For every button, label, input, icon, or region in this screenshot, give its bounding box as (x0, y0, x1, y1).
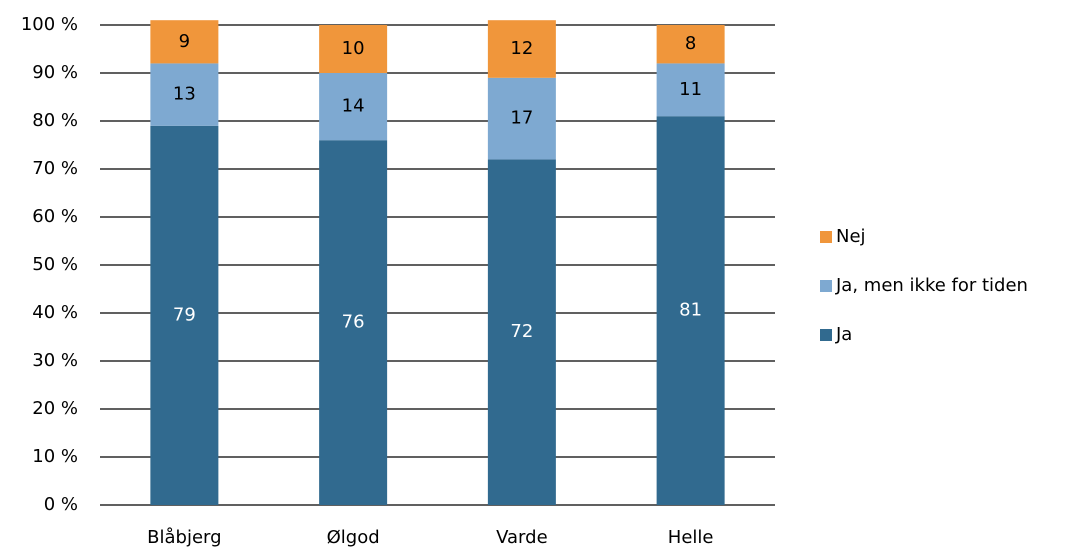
bar-segment (319, 140, 388, 505)
x-tick-label: Blåbjerg (147, 527, 221, 548)
y-tick-label: 20 % (32, 398, 78, 419)
bar-segment (150, 63, 219, 126)
y-tick-label: 50 % (32, 254, 78, 275)
data-label: 9 (179, 31, 190, 52)
legend-swatch (820, 231, 832, 243)
x-tick-label: Helle (668, 527, 714, 548)
legend-swatch (820, 280, 832, 292)
bar-segment (319, 73, 388, 141)
data-label: 8 (685, 33, 696, 54)
y-tick-label: 10 % (32, 446, 78, 467)
y-tick-label: 0 % (44, 494, 78, 515)
data-label: 11 (679, 79, 702, 100)
bar-segment (656, 63, 725, 117)
data-label: 12 (510, 38, 533, 59)
y-tick-label: 30 % (32, 350, 78, 371)
data-label: 72 (510, 321, 533, 342)
legend-label: Ja, men ikke for tiden (835, 275, 1028, 296)
bar-segment (487, 159, 556, 505)
y-tick-label: 80 % (32, 110, 78, 131)
y-tick-label: 40 % (32, 302, 78, 323)
y-tick-label: 90 % (32, 62, 78, 83)
y-tick-label: 60 % (32, 206, 78, 227)
x-tick-label: Varde (496, 527, 548, 548)
y-tick-label: 70 % (32, 158, 78, 179)
data-label: 13 (173, 84, 196, 105)
bar-segment (487, 20, 556, 78)
bar-segment (656, 25, 725, 64)
data-label: 17 (510, 108, 533, 129)
data-label: 10 (342, 38, 365, 59)
bar-segment (150, 20, 219, 64)
legend-swatch (820, 329, 832, 341)
legend-label: Nej (836, 226, 866, 247)
bar-segment (656, 116, 725, 505)
bar-segment (319, 25, 388, 73)
data-label: 81 (679, 300, 702, 321)
x-tick-label: Ølgod (327, 527, 380, 548)
bar-segment (150, 125, 219, 506)
y-tick-label: 100 % (21, 14, 78, 35)
legend-label: Ja (835, 324, 852, 345)
bar-segment (487, 77, 556, 160)
data-label: 76 (342, 312, 365, 333)
data-label: 14 (342, 96, 365, 117)
data-label: 79 (173, 304, 196, 325)
